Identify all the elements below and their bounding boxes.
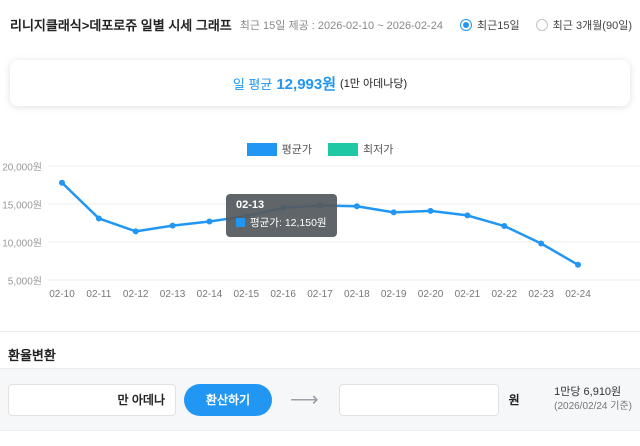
y-axis-label: 15,000원: [2, 200, 42, 212]
x-axis-label: 02-17: [307, 289, 333, 300]
daily-average-card: 일 평균 12,993원 (1만 아데나당): [10, 60, 630, 106]
x-axis-label: 02-20: [417, 289, 444, 300]
range-radio-group: 최근15일 최근 3개월(90일): [460, 17, 632, 33]
radio-selected-icon: [460, 18, 473, 31]
exchange-section-title: 환율변환: [8, 348, 56, 363]
range-radio-option-0[interactable]: 최근15일: [460, 17, 520, 33]
x-axis-label: 02-18: [344, 289, 370, 300]
daily-average-unit-note: (1만 아데나당): [340, 78, 408, 90]
x-axis-label: 02-22: [491, 289, 518, 300]
chart-area: 02-13 평균가: 12,150원 20,000원 15,000원 10,000원…: [0, 158, 640, 308]
y-axis-label: 5,000원: [7, 276, 42, 288]
adena-input-box: 만 아데나: [8, 383, 176, 416]
chart-legend: 평균가 최저가: [0, 141, 640, 157]
x-axis-label: 02-10: [49, 289, 75, 300]
x-axis-label: 02-23: [528, 289, 554, 300]
tooltip-date: 02-13: [236, 199, 265, 211]
adena-unit-label: 만 아데나: [117, 393, 166, 407]
radio-unselected-icon: [535, 18, 548, 31]
range-radio-label: 최근 3개월(90일): [552, 19, 632, 32]
y-axis-label: 20,000원: [2, 162, 42, 174]
daily-average-value: 12,993원: [276, 75, 337, 93]
y-axis-label: 10,000원: [2, 238, 42, 250]
header: 리니지클래식>데포로쥬 일별 시세 그래프 최근 15일 제공 : 2026-0…: [10, 15, 632, 34]
page-title: 리니지클래식>데포로쥬 일별 시세 그래프: [10, 18, 232, 33]
range-radio-option-1[interactable]: 최근 3개월(90일): [535, 17, 632, 33]
x-axis-label: 02-14: [196, 289, 223, 300]
x-axis-label: 02-16: [270, 289, 296, 300]
adena-amount-input[interactable]: [19, 384, 118, 415]
legend-item: 평균가: [246, 141, 312, 157]
x-axis-label: 02-12: [122, 289, 149, 300]
price-line-chart[interactable]: [48, 158, 640, 288]
x-axis-label: 02-13: [159, 289, 186, 300]
arrow-right-icon: ⟶: [290, 388, 319, 411]
section-divider: [0, 331, 640, 332]
x-axis-label: 02-21: [454, 289, 481, 300]
exchange-rate-date: (2026/02/24 기준): [554, 401, 632, 413]
legend-item: 최저가: [328, 141, 393, 157]
legend-label: 평균가: [281, 144, 312, 156]
x-axis-label: 02-15: [233, 289, 260, 300]
legend-label: 최저가: [363, 144, 394, 156]
daily-average-label: 일 평균: [232, 76, 273, 92]
range-radio-label: 최근15일: [477, 19, 520, 32]
convert-button[interactable]: 환산하기: [184, 383, 272, 416]
x-axis-label: 02-19: [380, 289, 407, 300]
won-output-box: [338, 383, 499, 416]
x-axis-label: 02-11: [86, 289, 112, 300]
won-unit-label: 원: [508, 393, 520, 407]
tooltip-value: 평균가: 12,150원: [250, 217, 327, 229]
tooltip-row: 평균가: 12,150원: [236, 215, 327, 230]
chart-tooltip: 02-13 평균가: 12,150원: [226, 194, 337, 237]
date-range-subtitle: 최근 15일 제공 : 2026-02-10 ~ 2026-02-24: [239, 19, 443, 32]
exchange-rate-info: 1만당 6,910원 (2026/02/24 기준): [554, 385, 632, 413]
x-axis-label: 02-24: [565, 289, 591, 300]
legend-swatch-icon: [328, 142, 358, 156]
exchange-band: 만 아데나 환산하기 ⟶ 원 1만당 6,910원 (2026/02/24 기준…: [0, 368, 640, 431]
won-amount-input[interactable]: [349, 384, 488, 415]
exchange-rate-value: 1만당 6,910원: [554, 386, 622, 399]
tooltip-series-swatch: [236, 218, 245, 227]
legend-swatch-icon: [246, 142, 277, 156]
